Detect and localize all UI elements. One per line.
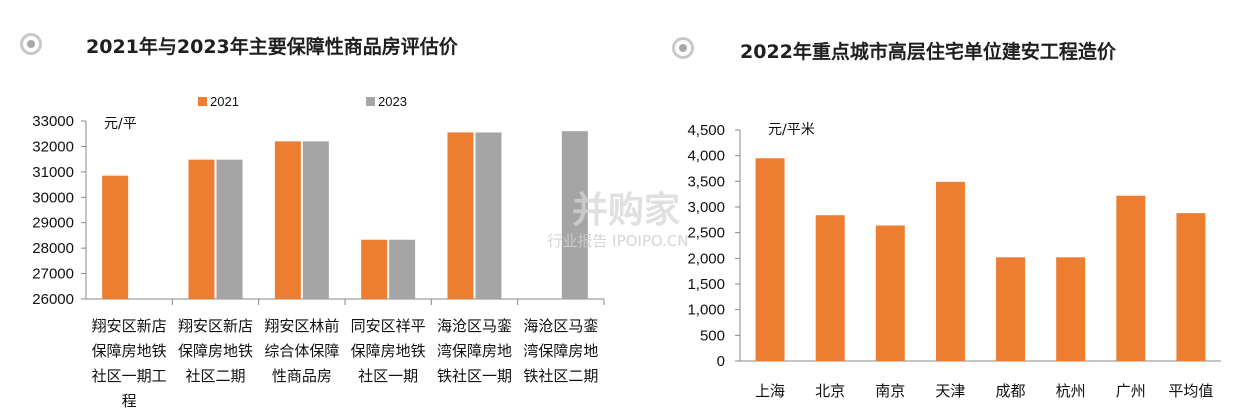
x-category-label: 社区一期工 bbox=[92, 367, 167, 385]
y-tick-label: 2,000 bbox=[687, 250, 725, 267]
x-category-label: 综合体保障 bbox=[264, 342, 339, 360]
x-category-label: 程 bbox=[122, 392, 137, 410]
y-tick-label: 0 bbox=[717, 353, 725, 370]
x-category-label: 保障房地铁 bbox=[178, 342, 253, 360]
bar bbox=[755, 158, 785, 361]
x-category-label: 翔安区新店 bbox=[92, 317, 167, 335]
bar bbox=[996, 257, 1026, 361]
y-tick-label: 3,000 bbox=[687, 199, 725, 216]
x-category-label: 平均值 bbox=[1168, 382, 1213, 400]
x-category-label: 保障房地铁 bbox=[92, 342, 167, 360]
x-category-label: 海沧区马銮 bbox=[437, 317, 512, 335]
right-bullet-icon bbox=[672, 37, 694, 59]
legend-label: 2021 bbox=[210, 94, 239, 109]
bar bbox=[1116, 195, 1146, 361]
x-category-label: 湾保障房地 bbox=[523, 342, 598, 360]
bar bbox=[274, 141, 301, 299]
x-category-label: 翔安区林前 bbox=[264, 317, 339, 335]
x-category-label: 铁社区一期 bbox=[437, 367, 512, 385]
watermark-sub-text: 行业报告 IPOIPO.CN bbox=[547, 232, 688, 250]
bar bbox=[561, 131, 588, 299]
x-category-label: 上海 bbox=[755, 382, 785, 400]
x-category-label: 性商品房 bbox=[272, 367, 332, 385]
y-tick-label: 32000 bbox=[32, 138, 74, 155]
x-category-label: 保障房地铁 bbox=[351, 342, 426, 360]
x-category-label: 同安区祥平 bbox=[351, 317, 426, 335]
y-tick-label: 33000 bbox=[32, 113, 74, 130]
legend-swatch bbox=[366, 97, 375, 106]
bar bbox=[1056, 257, 1086, 361]
left-chart-title: 2021年与2023年主要保障性商品房评估价 bbox=[86, 36, 458, 58]
y-tick-label: 31000 bbox=[32, 164, 74, 181]
x-category-label: 社区二期 bbox=[185, 367, 245, 385]
bar bbox=[447, 132, 474, 299]
y-tick-label: 27000 bbox=[32, 266, 74, 283]
bar bbox=[475, 132, 502, 299]
bar bbox=[875, 225, 905, 361]
y-tick-label: 4,500 bbox=[687, 122, 725, 139]
y-tick-label: 1,500 bbox=[687, 276, 725, 293]
x-category-label: 北京 bbox=[815, 382, 845, 400]
legend-swatch bbox=[198, 97, 207, 106]
bar bbox=[389, 239, 416, 299]
y-tick-label: 4,000 bbox=[687, 148, 725, 165]
y-tick-label: 30000 bbox=[32, 189, 74, 206]
x-category-label: 铁社区二期 bbox=[523, 367, 598, 385]
y-tick-label: 29000 bbox=[32, 215, 74, 232]
watermark-main-text: 并购家 bbox=[572, 190, 680, 231]
right-chart-title: 2022年重点城市高层住宅单位建安工程造价 bbox=[740, 41, 1116, 63]
x-category-label: 南京 bbox=[875, 382, 905, 400]
x-category-label: 杭州 bbox=[1056, 382, 1086, 400]
x-category-label: 天津 bbox=[935, 382, 965, 400]
x-category-label: 社区一期 bbox=[358, 367, 418, 385]
x-category-label: 翔安区新店 bbox=[178, 317, 253, 335]
x-category-label: 成都 bbox=[996, 382, 1026, 400]
y-tick-label: 26000 bbox=[32, 291, 74, 308]
legend-label: 2023 bbox=[378, 94, 407, 109]
y-tick-label: 1,000 bbox=[687, 302, 725, 319]
y-tick-label: 500 bbox=[700, 327, 725, 344]
x-category-label: 海沧区马銮 bbox=[523, 317, 598, 335]
x-category-label: 广州 bbox=[1116, 382, 1146, 400]
x-category-label: 湾保障房地 bbox=[437, 342, 512, 360]
bar bbox=[1176, 213, 1206, 361]
y-axis-unit: 元/平米 bbox=[768, 122, 815, 138]
bar bbox=[935, 181, 965, 361]
bar bbox=[302, 141, 329, 299]
bar bbox=[216, 159, 243, 299]
bar bbox=[361, 239, 388, 299]
y-tick-label: 28000 bbox=[32, 240, 74, 257]
bar bbox=[102, 175, 129, 299]
bar bbox=[815, 215, 845, 361]
bar bbox=[188, 159, 215, 299]
y-tick-label: 3,500 bbox=[687, 173, 725, 190]
y-axis-unit: 元/平 bbox=[104, 116, 137, 132]
y-tick-label: 2,500 bbox=[687, 225, 725, 242]
left-bullet-icon bbox=[20, 33, 42, 55]
